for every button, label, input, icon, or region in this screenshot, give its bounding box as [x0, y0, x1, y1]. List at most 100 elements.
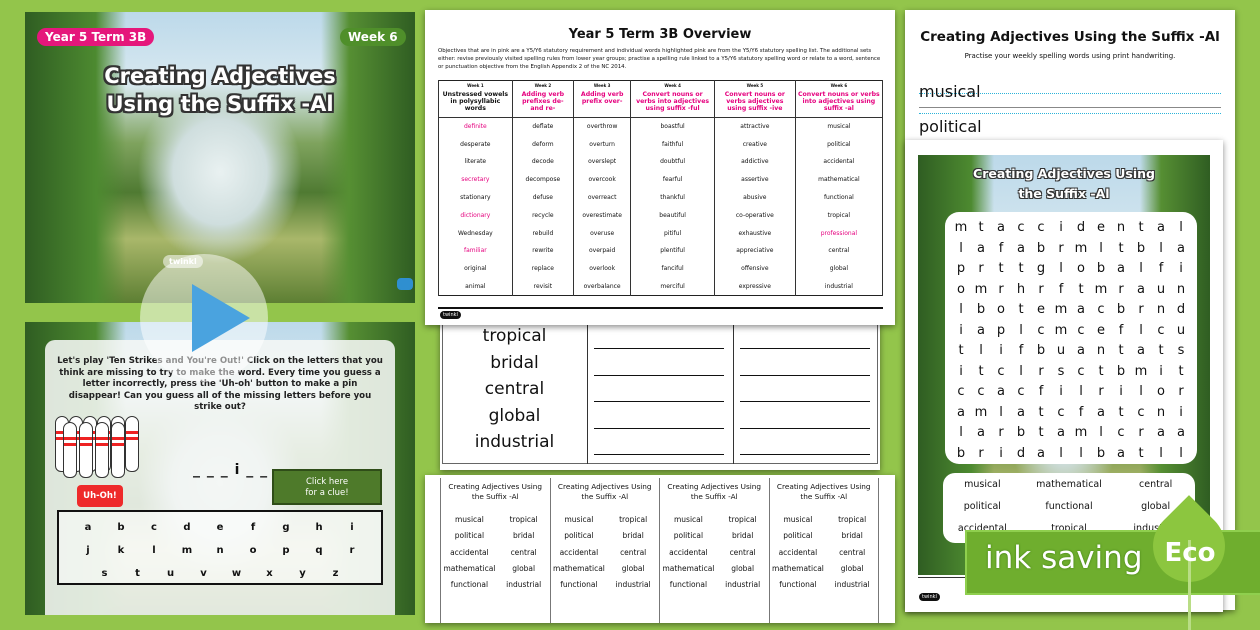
- grid-letter[interactable]: p: [996, 322, 1006, 338]
- grid-letter[interactable]: o: [957, 281, 965, 297]
- grid-letter[interactable]: a: [1177, 240, 1185, 256]
- write-line[interactable]: [740, 427, 870, 429]
- write-line[interactable]: [740, 401, 870, 402]
- grid-letter[interactable]: c: [1077, 363, 1085, 379]
- grid-letter[interactable]: l: [1019, 363, 1023, 379]
- grid-letter[interactable]: t: [978, 220, 984, 235]
- clue-button[interactable]: Click here for a clue!: [272, 469, 382, 505]
- grid-letter[interactable]: a: [957, 404, 965, 420]
- write-line[interactable]: [594, 427, 724, 429]
- letter-key[interactable]: u: [166, 568, 175, 579]
- grid-letter[interactable]: l: [959, 240, 963, 256]
- grid-letter[interactable]: a: [1077, 302, 1085, 317]
- letter-key[interactable]: d: [183, 522, 191, 533]
- grid-letter[interactable]: b: [1096, 445, 1106, 461]
- grid-letter[interactable]: l: [1139, 384, 1143, 399]
- grid-letter[interactable]: c: [1077, 322, 1085, 338]
- letter-key[interactable]: e: [216, 522, 224, 533]
- letter-key[interactable]: k: [117, 545, 125, 556]
- write-line[interactable]: [594, 348, 724, 349]
- grid-letter[interactable]: f: [1158, 261, 1164, 276]
- grid-letter[interactable]: o: [1077, 261, 1085, 276]
- grid-letter[interactable]: l: [1079, 384, 1083, 399]
- grid-letter[interactable]: r: [1178, 384, 1184, 399]
- grid-letter[interactable]: a: [977, 322, 985, 338]
- grid-letter[interactable]: r: [1138, 302, 1144, 317]
- grid-letter[interactable]: o: [997, 302, 1005, 317]
- grid-letter[interactable]: b: [1036, 343, 1046, 358]
- write-line[interactable]: [740, 374, 870, 376]
- grid-letter[interactable]: h: [1016, 281, 1026, 297]
- grid-letter[interactable]: l: [1139, 261, 1143, 276]
- letter-key[interactable]: y: [299, 568, 306, 579]
- grid-letter[interactable]: t: [1118, 343, 1124, 358]
- grid-letter[interactable]: e: [1037, 302, 1045, 317]
- grid-letter[interactable]: l: [1179, 220, 1183, 235]
- grid-letter[interactable]: u: [1156, 281, 1166, 297]
- uh-oh-button[interactable]: Uh-Oh!: [77, 485, 123, 507]
- grid-letter[interactable]: s: [1057, 363, 1065, 379]
- grid-letter[interactable]: b: [1016, 425, 1026, 440]
- grid-letter[interactable]: r: [998, 425, 1004, 440]
- grid-letter[interactable]: c: [1037, 220, 1045, 235]
- grid-letter[interactable]: a: [1017, 240, 1025, 256]
- grid-letter[interactable]: l: [959, 302, 963, 317]
- grid-letter[interactable]: t: [1158, 343, 1164, 358]
- grid-letter[interactable]: l: [1079, 445, 1083, 461]
- grid-letter[interactable]: m: [1134, 363, 1148, 379]
- grid-letter[interactable]: f: [1038, 384, 1044, 399]
- grid-letter[interactable]: a: [1097, 404, 1105, 420]
- grid-letter[interactable]: m: [974, 404, 988, 420]
- grid-letter[interactable]: i: [1059, 220, 1063, 235]
- grid-letter[interactable]: t: [1038, 404, 1044, 420]
- grid-letter[interactable]: a: [977, 240, 985, 256]
- grid-letter[interactable]: f: [998, 240, 1004, 256]
- grid-letter[interactable]: a: [1157, 220, 1165, 235]
- grid-letter[interactable]: t: [1118, 404, 1124, 420]
- grid-letter[interactable]: c: [977, 384, 985, 399]
- write-line[interactable]: [594, 374, 724, 376]
- grid-letter[interactable]: n: [1156, 404, 1166, 420]
- grid-letter[interactable]: c: [957, 384, 965, 399]
- grid-letter[interactable]: i: [999, 445, 1003, 461]
- grid-letter[interactable]: l: [1159, 445, 1163, 461]
- grid-letter[interactable]: b: [956, 445, 966, 461]
- grid-letter[interactable]: r: [998, 281, 1004, 297]
- grid-letter[interactable]: t: [1078, 281, 1084, 297]
- grid-letter[interactable]: a: [1037, 445, 1045, 461]
- grid-letter[interactable]: f: [1078, 404, 1084, 420]
- grid-letter[interactable]: l: [1179, 445, 1183, 461]
- grid-letter[interactable]: n: [1176, 281, 1186, 297]
- grid-letter[interactable]: t: [978, 363, 984, 379]
- write-line[interactable]: [594, 454, 724, 455]
- grid-letter[interactable]: b: [1116, 363, 1126, 379]
- grid-letter[interactable]: l: [1059, 445, 1063, 461]
- grid-letter[interactable]: e: [1097, 220, 1105, 235]
- write-line[interactable]: [594, 401, 724, 402]
- letter-key[interactable]: c: [151, 522, 157, 533]
- grid-letter[interactable]: g: [1036, 261, 1046, 276]
- grid-letter[interactable]: a: [1017, 404, 1025, 420]
- grid-letter[interactable]: a: [1137, 343, 1145, 358]
- letter-key[interactable]: n: [216, 545, 224, 556]
- grid-letter[interactable]: l: [999, 404, 1003, 420]
- grid-letter[interactable]: c: [1037, 322, 1045, 338]
- grid-letter[interactable]: m: [1094, 281, 1108, 297]
- grid-letter[interactable]: m: [1074, 425, 1088, 440]
- grid-letter[interactable]: l: [1139, 322, 1143, 338]
- grid-letter[interactable]: b: [1096, 261, 1106, 276]
- letter-key[interactable]: r: [349, 545, 355, 556]
- grid-letter[interactable]: l: [979, 343, 983, 358]
- grid-letter[interactable]: l: [959, 425, 963, 440]
- grid-letter[interactable]: c: [1097, 302, 1105, 317]
- grid-letter[interactable]: b: [1116, 302, 1126, 317]
- grid-letter[interactable]: u: [1056, 343, 1066, 358]
- grid-letter[interactable]: r: [978, 445, 984, 461]
- grid-letter[interactable]: s: [1177, 343, 1185, 358]
- grid-letter[interactable]: r: [1098, 384, 1104, 399]
- grid-letter[interactable]: o: [1157, 384, 1165, 399]
- grid-letter[interactable]: p: [956, 261, 966, 276]
- letter-key[interactable]: a: [84, 522, 92, 533]
- grid-letter[interactable]: c: [1117, 425, 1125, 440]
- letter-key[interactable]: q: [315, 545, 323, 556]
